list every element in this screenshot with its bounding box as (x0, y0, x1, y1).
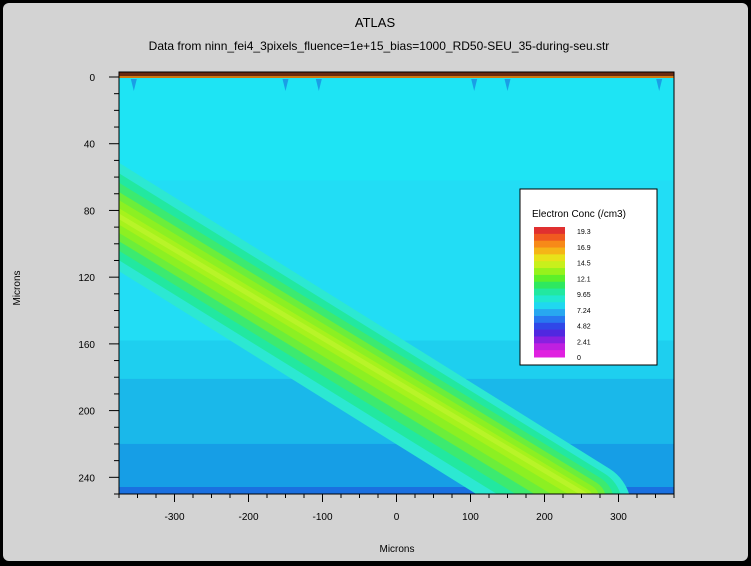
legend-label: 19.3 (577, 229, 591, 236)
contact-strip-edge (119, 76, 674, 78)
legend-swatches (534, 227, 565, 358)
y-axis: 0 40 80 120 160 200 240 (78, 73, 119, 495)
contact-dip-5 (656, 79, 663, 91)
x-tick-label: -300 (164, 512, 184, 523)
legend-label: 2.41 (577, 339, 591, 346)
contact-dip-2 (315, 79, 322, 91)
legend-label: 0 (577, 355, 581, 362)
x-tick-label: 0 (394, 512, 400, 523)
legend-swatch-16 (534, 336, 565, 344)
legend-swatch-4 (534, 254, 565, 262)
contact-dip-0 (130, 79, 137, 91)
contact-dip-4 (504, 79, 511, 91)
legend-swatch-13 (534, 315, 565, 324)
legend-swatch-3 (534, 247, 565, 255)
plot-area (119, 72, 674, 494)
x-tick-label: -100 (312, 512, 332, 523)
contact-dip-1 (282, 79, 289, 91)
x-tick-label: -200 (238, 512, 258, 523)
legend-label: 9.65 (577, 292, 591, 299)
y-tick-label: 240 (78, 473, 95, 484)
top-contacts (119, 72, 674, 91)
legend-label: 16.9 (577, 245, 591, 252)
plot-frame: ATLAS Data from ninn_fei4_3pixels_fluenc… (3, 3, 748, 561)
y-tick-label: 40 (84, 140, 96, 151)
legend-swatch-11 (534, 302, 565, 310)
legend-swatch-10 (534, 295, 565, 303)
x-axis: -300 -200 -100 0 100 200 300 (118, 494, 675, 523)
heatmap-chart: ATLAS Data from ninn_fei4_3pixels_fluenc… (12, 15, 675, 555)
legend-swatch-0 (534, 227, 565, 235)
x-axis-label: Microns (379, 544, 414, 555)
legend-swatch-18 (534, 350, 565, 358)
legend-swatch-9 (534, 288, 565, 296)
legend-title: Electron Conc (/cm3) (532, 209, 626, 220)
y-tick-label: 200 (78, 407, 95, 418)
legend-swatch-17 (534, 343, 565, 351)
chart-subtitle: Data from ninn_fei4_3pixels_fluence=1e+1… (149, 39, 610, 53)
y-axis-label: Microns (12, 270, 23, 305)
legend: Electron Conc (/cm3) 19.3 16.9 14.5 12.1 9.6… (519, 188, 658, 366)
ion-track (119, 163, 629, 494)
legend-swatch-14 (534, 322, 565, 331)
legend-swatch-7 (534, 274, 565, 283)
track-axis (119, 213, 588, 494)
legend-swatch-6 (534, 268, 565, 276)
legend-swatch-2 (534, 240, 565, 249)
x-tick-label: 200 (536, 512, 553, 523)
y-tick-label: 0 (89, 73, 95, 84)
y-tick-label: 160 (78, 340, 95, 351)
legend-label: 7.24 (577, 308, 591, 315)
legend-label: 12.1 (577, 276, 591, 283)
legend-label: 4.82 (577, 324, 591, 331)
x-tick-label: 300 (610, 512, 627, 523)
legend-label: 14.5 (577, 261, 591, 268)
chart-title: ATLAS (355, 15, 396, 30)
legend-swatch-12 (534, 309, 565, 317)
band-bottom-edge (119, 487, 674, 494)
contact-dip-3 (471, 79, 478, 91)
legend-labels: 19.3 16.9 14.5 12.1 9.65 7.24 4.82 2.41 0 (577, 229, 591, 362)
legend-swatch-15 (534, 329, 565, 337)
y-tick-label: 120 (78, 273, 95, 284)
band-0 (119, 77, 674, 182)
legend-swatch-5 (534, 261, 565, 269)
contact-strip (119, 72, 674, 77)
legend-swatch-1 (534, 233, 565, 242)
legend-swatch-8 (534, 281, 565, 290)
y-tick-label: 80 (84, 206, 96, 217)
x-tick-label: 100 (462, 512, 479, 523)
